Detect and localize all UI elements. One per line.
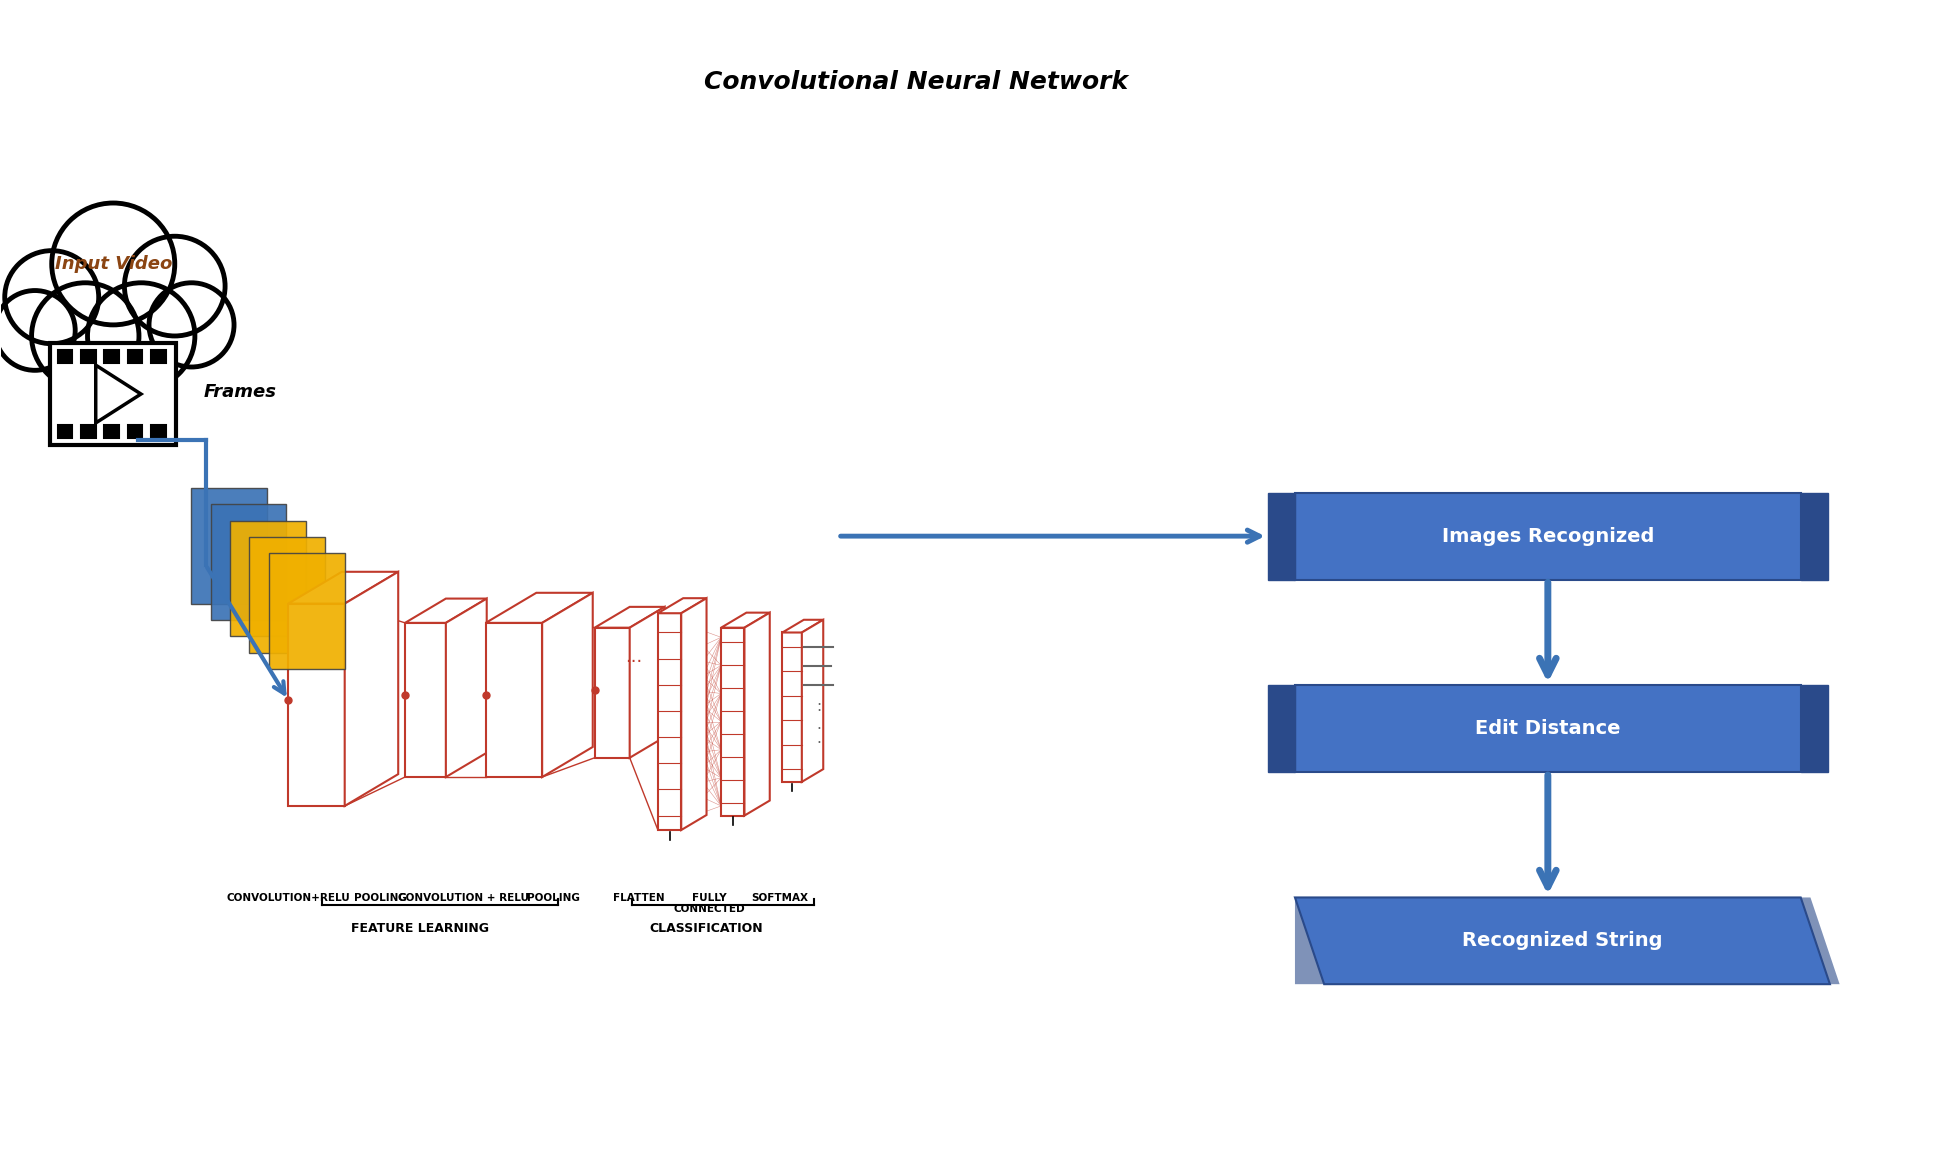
FancyBboxPatch shape: [249, 537, 325, 653]
FancyBboxPatch shape: [82, 350, 95, 363]
FancyBboxPatch shape: [191, 488, 267, 604]
Circle shape: [31, 283, 138, 389]
FancyBboxPatch shape: [269, 554, 345, 669]
FancyBboxPatch shape: [1268, 493, 1295, 580]
Circle shape: [53, 203, 175, 325]
Polygon shape: [783, 620, 824, 633]
Circle shape: [4, 250, 99, 344]
FancyBboxPatch shape: [1800, 685, 1827, 772]
Polygon shape: [405, 598, 487, 622]
Circle shape: [0, 291, 76, 371]
Polygon shape: [658, 598, 707, 613]
Polygon shape: [629, 607, 664, 758]
FancyBboxPatch shape: [58, 350, 72, 363]
Polygon shape: [1800, 897, 1839, 984]
Text: Images Recognized: Images Recognized: [1442, 526, 1654, 546]
Text: CONVOLUTION + RELU: CONVOLUTION + RELU: [397, 892, 528, 903]
Text: .: .: [816, 731, 820, 746]
Text: ...: ...: [625, 648, 643, 665]
FancyBboxPatch shape: [230, 520, 306, 636]
Text: Edit Distance: Edit Distance: [1475, 720, 1621, 738]
FancyBboxPatch shape: [152, 350, 166, 363]
Polygon shape: [721, 613, 769, 628]
FancyBboxPatch shape: [210, 504, 286, 620]
Polygon shape: [1295, 897, 1829, 984]
FancyBboxPatch shape: [1295, 493, 1800, 580]
Text: POOLING: POOLING: [528, 892, 581, 903]
Text: FEATURE LEARNING: FEATURE LEARNING: [351, 921, 489, 934]
FancyBboxPatch shape: [1268, 685, 1295, 772]
FancyBboxPatch shape: [105, 425, 119, 438]
FancyBboxPatch shape: [129, 350, 142, 363]
Polygon shape: [405, 622, 446, 777]
Text: FLATTEN: FLATTEN: [612, 892, 664, 903]
Polygon shape: [485, 622, 542, 777]
Circle shape: [88, 283, 195, 389]
Circle shape: [150, 283, 234, 367]
Text: .: .: [816, 716, 820, 731]
Circle shape: [125, 236, 226, 336]
Polygon shape: [485, 592, 592, 622]
FancyBboxPatch shape: [1295, 685, 1800, 772]
FancyBboxPatch shape: [105, 350, 119, 363]
Text: CONVOLUTION+RELU: CONVOLUTION+RELU: [226, 892, 351, 903]
Polygon shape: [345, 571, 397, 806]
Polygon shape: [542, 592, 592, 777]
Text: CLASSIFICATION: CLASSIFICATION: [651, 921, 764, 934]
Text: POOLING: POOLING: [355, 892, 407, 903]
Polygon shape: [721, 628, 744, 816]
Text: SOFTMAX: SOFTMAX: [752, 892, 808, 903]
FancyBboxPatch shape: [82, 425, 95, 438]
FancyBboxPatch shape: [51, 343, 177, 445]
Text: :: :: [816, 699, 820, 714]
Polygon shape: [594, 628, 629, 758]
Polygon shape: [288, 604, 345, 806]
Text: FULLY
CONNECTED: FULLY CONNECTED: [674, 892, 746, 914]
FancyBboxPatch shape: [58, 425, 72, 438]
Text: Recognized String: Recognized String: [1463, 932, 1664, 950]
Text: Frames: Frames: [203, 382, 277, 401]
FancyBboxPatch shape: [129, 425, 142, 438]
Polygon shape: [682, 598, 707, 830]
Polygon shape: [744, 613, 769, 816]
Polygon shape: [95, 365, 140, 423]
Polygon shape: [1295, 897, 1325, 984]
Polygon shape: [288, 571, 397, 604]
Polygon shape: [594, 607, 664, 628]
Polygon shape: [803, 620, 824, 782]
Polygon shape: [446, 598, 487, 777]
FancyBboxPatch shape: [1800, 493, 1827, 580]
FancyBboxPatch shape: [152, 425, 166, 438]
Polygon shape: [783, 633, 803, 782]
Text: Convolutional Neural Network: Convolutional Neural Network: [703, 71, 1128, 94]
Polygon shape: [658, 613, 682, 830]
Text: Input Video: Input Video: [55, 255, 171, 274]
